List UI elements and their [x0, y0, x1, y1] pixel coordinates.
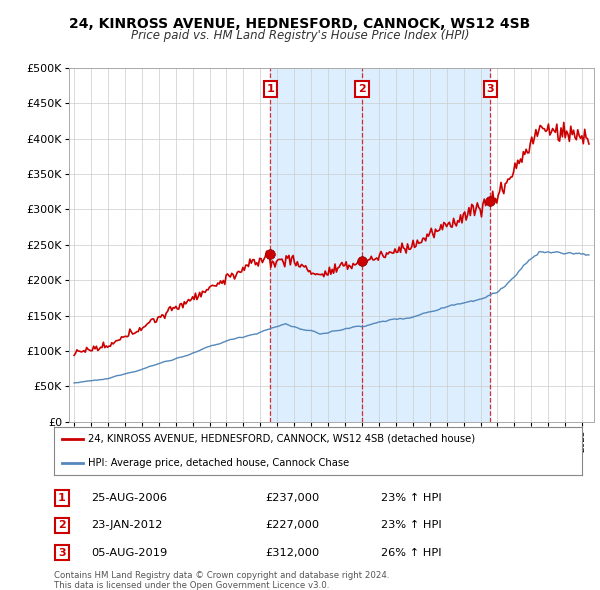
- Text: 05-AUG-2019: 05-AUG-2019: [91, 548, 167, 558]
- Text: £237,000: £237,000: [265, 493, 319, 503]
- Text: Price paid vs. HM Land Registry's House Price Index (HPI): Price paid vs. HM Land Registry's House …: [131, 30, 469, 42]
- Text: 2: 2: [58, 520, 66, 530]
- Bar: [270, 68, 490, 422]
- Text: 26% ↑ HPI: 26% ↑ HPI: [382, 548, 442, 558]
- Text: HPI: Average price, detached house, Cannock Chase: HPI: Average price, detached house, Cann…: [88, 458, 350, 468]
- Text: 25-AUG-2006: 25-AUG-2006: [91, 493, 167, 503]
- Text: 1: 1: [58, 493, 66, 503]
- Text: Contains HM Land Registry data © Crown copyright and database right 2024.: Contains HM Land Registry data © Crown c…: [54, 571, 389, 580]
- Text: 23% ↑ HPI: 23% ↑ HPI: [382, 520, 442, 530]
- Text: 3: 3: [58, 548, 66, 558]
- Text: This data is licensed under the Open Government Licence v3.0.: This data is licensed under the Open Gov…: [54, 581, 329, 589]
- Text: 24, KINROSS AVENUE, HEDNESFORD, CANNOCK, WS12 4SB: 24, KINROSS AVENUE, HEDNESFORD, CANNOCK,…: [70, 17, 530, 31]
- Text: 24, KINROSS AVENUE, HEDNESFORD, CANNOCK, WS12 4SB (detached house): 24, KINROSS AVENUE, HEDNESFORD, CANNOCK,…: [88, 434, 475, 444]
- Text: 23% ↑ HPI: 23% ↑ HPI: [382, 493, 442, 503]
- Text: 3: 3: [487, 84, 494, 94]
- Text: 2: 2: [358, 84, 366, 94]
- Text: £312,000: £312,000: [265, 548, 319, 558]
- Text: 23-JAN-2012: 23-JAN-2012: [91, 520, 163, 530]
- Text: £227,000: £227,000: [265, 520, 319, 530]
- Text: 1: 1: [266, 84, 274, 94]
